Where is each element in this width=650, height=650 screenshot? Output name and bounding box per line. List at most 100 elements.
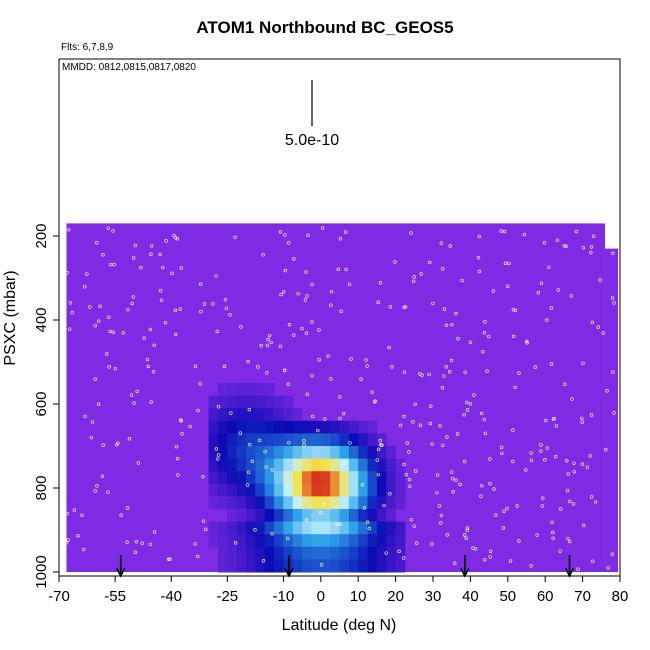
obs-point <box>403 305 408 309</box>
obs-point <box>439 513 444 518</box>
obs-point <box>545 318 549 322</box>
obs-point <box>101 443 105 447</box>
heat-cell <box>386 496 397 510</box>
obs-point <box>445 533 450 537</box>
obs-point <box>413 469 418 473</box>
heat-cell <box>283 458 294 472</box>
heat-cell <box>255 395 266 409</box>
heat-cell <box>348 496 359 510</box>
heat-cell <box>386 546 397 560</box>
y-tick-label: 1000 <box>33 555 50 588</box>
obs-point <box>409 231 413 235</box>
obs-point <box>556 288 560 292</box>
heat-cell <box>386 521 397 535</box>
obs-point <box>565 488 570 493</box>
heat-cell <box>386 471 397 485</box>
obs-point <box>66 538 70 542</box>
obs-point <box>310 282 314 287</box>
heat-cell <box>274 408 284 422</box>
obs-point <box>511 459 515 464</box>
heat-cell <box>358 433 369 447</box>
obs-point <box>283 268 288 273</box>
obs-point <box>68 301 73 305</box>
heat-cell <box>367 496 378 510</box>
obs-point <box>571 502 576 506</box>
obs-point <box>412 275 416 279</box>
heat-cell <box>320 509 331 523</box>
x-tick-label: 40 <box>462 588 479 605</box>
obs-point <box>172 233 176 238</box>
obs-point <box>338 416 342 421</box>
obs-point <box>113 366 118 371</box>
obs-point <box>90 420 95 424</box>
obs-point <box>127 437 132 441</box>
obs-point <box>581 361 585 366</box>
obs-point <box>375 458 379 462</box>
heat-cell <box>376 496 387 510</box>
obs-point <box>267 333 272 338</box>
obs-point <box>199 309 203 314</box>
obs-point <box>265 371 269 375</box>
obs-point <box>72 508 77 512</box>
obs-point <box>428 421 433 426</box>
obs-point <box>529 451 533 455</box>
obs-point <box>261 253 265 257</box>
heat-cell <box>302 559 312 573</box>
obs-point <box>223 297 228 302</box>
obs-point <box>479 494 483 498</box>
obs-point <box>442 374 446 378</box>
heat-cell <box>348 446 359 460</box>
obs-point <box>248 442 252 447</box>
heat-cell <box>348 521 359 535</box>
obs-point <box>444 323 449 327</box>
obs-point <box>178 307 183 311</box>
obs-point <box>606 566 610 570</box>
heat-cell <box>236 395 247 409</box>
heat-cell <box>339 433 350 447</box>
obs-point <box>101 252 105 257</box>
obs-point <box>106 490 110 494</box>
heat-cell <box>376 521 387 535</box>
obs-point <box>239 325 243 329</box>
heat-cell <box>264 559 275 573</box>
heat-cell <box>348 420 359 434</box>
heat-cell <box>227 546 238 560</box>
obs-point <box>378 438 383 443</box>
obs-point <box>576 567 580 571</box>
heat-cell <box>217 433 228 447</box>
heat-cell <box>264 546 275 560</box>
obs-point <box>390 365 394 369</box>
obs-point <box>253 528 257 532</box>
obs-point <box>450 322 454 327</box>
obs-point <box>317 328 321 332</box>
y-tick-label: 600 <box>33 391 50 416</box>
heat-cell <box>395 471 406 485</box>
obs-point <box>215 329 219 334</box>
heat-cell <box>292 496 303 510</box>
heat-cell <box>358 559 369 573</box>
obs-point <box>437 504 442 508</box>
obs-point <box>447 370 452 374</box>
heat-cell <box>208 534 219 548</box>
obs-point <box>533 365 538 369</box>
heat-cell <box>217 483 228 497</box>
obs-point <box>441 267 445 271</box>
plot-frame <box>58 58 621 577</box>
heat-cell <box>283 521 294 535</box>
heat-cell <box>283 446 294 460</box>
obs-point <box>549 362 554 366</box>
heat-cell <box>339 534 350 548</box>
obs-point <box>347 282 352 286</box>
obs-point <box>229 411 233 415</box>
y-axis: 200 400 600 800 1000 <box>33 223 59 589</box>
heat-cell <box>395 546 406 560</box>
obs-point <box>480 483 484 488</box>
obs-point <box>348 441 352 445</box>
obs-point <box>365 520 370 524</box>
obs-point <box>524 468 528 472</box>
heat-cell <box>311 433 322 447</box>
heat-cell <box>386 458 397 472</box>
obs-point <box>405 441 410 445</box>
obs-point <box>176 473 180 477</box>
obs-point <box>456 336 460 341</box>
